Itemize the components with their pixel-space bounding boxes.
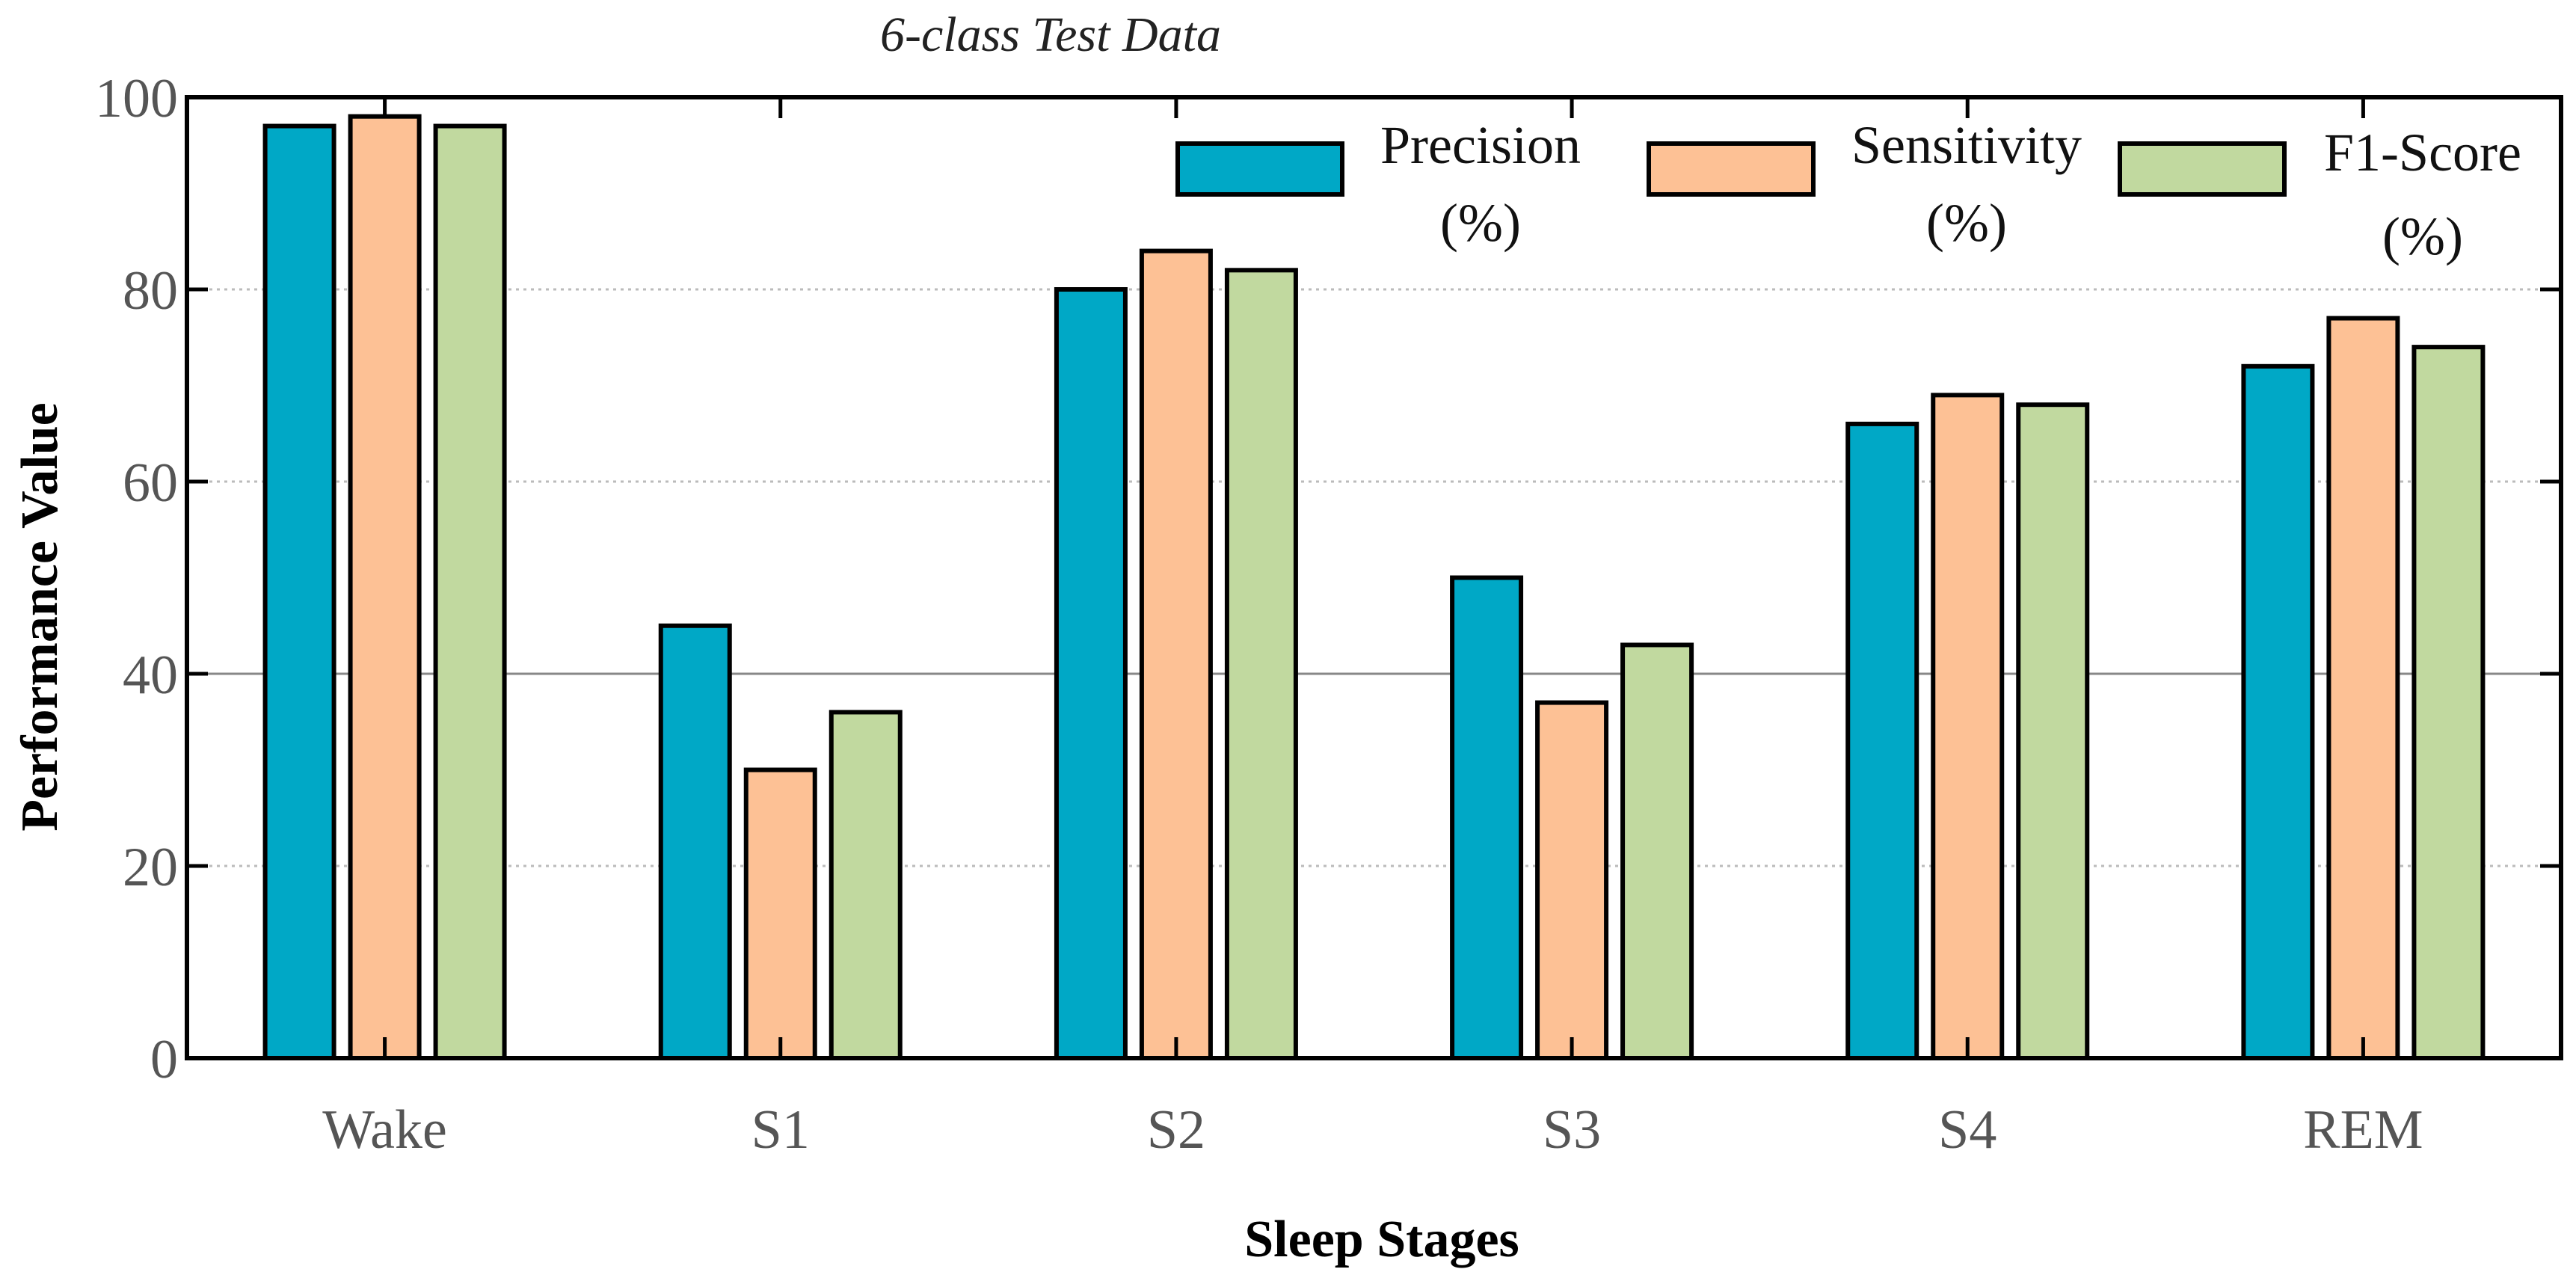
axes: 0 20 40 60 80 100 Wake S1 S2 S3 S4 REM xyxy=(95,68,2563,1161)
legend-swatch-f1-score xyxy=(2118,141,2287,197)
legend-unit-precision: (%) xyxy=(1440,193,1521,253)
legend-unit-sensitivity: (%) xyxy=(1926,193,2007,253)
bar-s1-sensitivity xyxy=(743,767,817,1060)
y-tick-label-80: 80 xyxy=(123,260,178,322)
bar-rem-f1-score xyxy=(2411,345,2486,1061)
x-tick-label-s1: S1 xyxy=(751,1099,810,1161)
bar-s2-precision xyxy=(1054,287,1128,1060)
bar-wake-f1-score xyxy=(433,123,507,1060)
bar-s2-sensitivity xyxy=(1139,248,1213,1061)
x-axis-title: Sleep Stages xyxy=(1244,1211,1519,1268)
bar-s3-f1-score xyxy=(1620,642,1694,1060)
x-tick-label-s3: S3 xyxy=(1543,1099,1601,1161)
bar-s1-f1-score xyxy=(829,710,903,1061)
x-tick-label-s2: S2 xyxy=(1147,1099,1205,1161)
bar-s4-f1-score xyxy=(2016,402,2090,1060)
bar-rem-sensitivity xyxy=(2326,316,2400,1060)
legend-label-f1-score: F1-Score xyxy=(2324,123,2521,182)
bar-wake-precision xyxy=(262,123,336,1060)
bar-s2-f1-score xyxy=(1224,268,1298,1060)
legend-swatch-precision xyxy=(1175,141,1344,197)
legend-swatch-sensitivity xyxy=(1647,141,1816,197)
legend-label-precision: Precision xyxy=(1380,115,1581,175)
grid-lines xyxy=(187,288,2561,867)
plot-frame xyxy=(185,95,2563,1060)
legend: Precision (%) Sensitivity (%) F1-Score (… xyxy=(1175,115,2521,266)
y-tick-label-0: 0 xyxy=(150,1029,178,1090)
legend-unit-f1-score: (%) xyxy=(2382,206,2463,266)
bar-s3-precision xyxy=(1450,575,1524,1060)
y-tick-label-100: 100 xyxy=(95,68,178,129)
x-tick-label-rem: REM xyxy=(2303,1099,2423,1161)
x-tick-label-s4: S4 xyxy=(1938,1099,1996,1161)
bar-s4-precision xyxy=(1845,421,1919,1060)
chart-title: 6-class Test Data xyxy=(880,7,1221,62)
y-tick-label-60: 60 xyxy=(123,452,178,514)
bar-s4-sensitivity xyxy=(1931,393,2005,1060)
y-axis-title: Performance Value xyxy=(11,402,69,831)
legend-label-sensitivity: Sensitivity xyxy=(1851,115,2082,175)
bar-s1-precision xyxy=(658,623,732,1060)
bar-s3-sensitivity xyxy=(1535,700,1609,1060)
bar-rem-precision xyxy=(2241,363,2315,1060)
bar-wake-sensitivity xyxy=(348,114,422,1061)
bars xyxy=(262,114,2486,1061)
x-tick-label-wake: Wake xyxy=(322,1099,447,1161)
y-tick-label-40: 40 xyxy=(123,645,178,706)
y-tick-label-20: 20 xyxy=(123,837,178,898)
